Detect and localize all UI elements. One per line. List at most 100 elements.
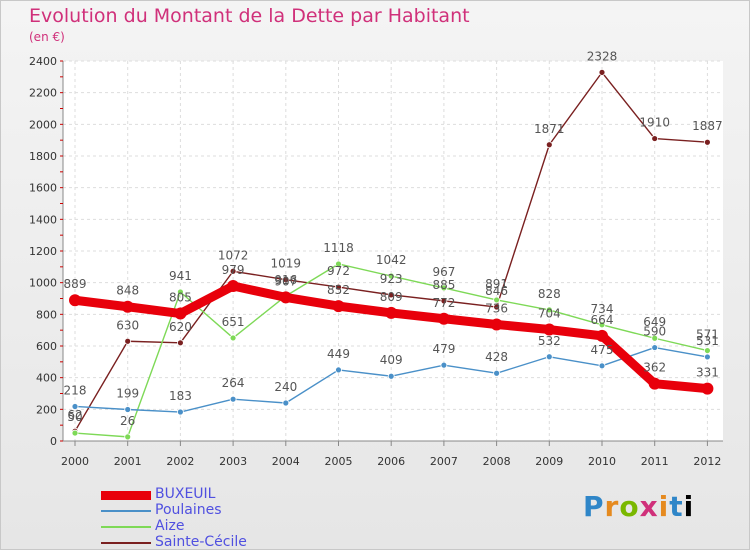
data-label: 409 <box>380 353 403 367</box>
data-point <box>282 276 290 284</box>
chart-title: Evolution du Montant de la Dette par Hab… <box>29 5 470 27</box>
data-point <box>387 272 395 280</box>
x-tick-label: 2008 <box>483 455 511 468</box>
data-point <box>332 300 345 313</box>
data-point <box>543 323 556 336</box>
data-label: 571 <box>696 328 719 342</box>
logo-letter: x <box>639 490 659 523</box>
data-point <box>701 382 714 395</box>
y-tick-label: 800 <box>36 308 57 321</box>
data-label: 848 <box>116 284 139 298</box>
data-label: 475 <box>591 343 614 357</box>
data-label: 704 <box>538 307 561 321</box>
data-point <box>387 372 395 380</box>
data-label: 941 <box>169 269 192 283</box>
legend-label-poulaines: Poulaines <box>155 502 222 518</box>
data-label: 979 <box>222 263 245 277</box>
y-tick-label: 2400 <box>29 55 57 68</box>
logo-letter: o <box>619 490 640 523</box>
y-tick-label: 2000 <box>29 118 57 131</box>
x-tick-label: 2012 <box>693 455 721 468</box>
y-tick-label: 2200 <box>29 87 57 100</box>
data-point <box>493 369 501 377</box>
data-point <box>174 307 187 320</box>
legend-swatch-buxeuil <box>101 491 151 500</box>
y-tick-label: 0 <box>50 435 57 448</box>
data-point <box>124 406 132 413</box>
y-tick-label: 1400 <box>29 213 57 226</box>
y-tick-label: 200 <box>36 403 57 416</box>
data-point <box>648 377 661 390</box>
legend-swatch-poulaines <box>101 510 151 512</box>
data-point <box>704 138 711 146</box>
data-label: 972 <box>327 264 350 278</box>
data-label: 889 <box>64 277 87 291</box>
x-tick-label: 2002 <box>166 455 194 468</box>
data-label: 620 <box>169 320 192 334</box>
x-tick-label: 2011 <box>641 455 669 468</box>
unit-label: (en €) <box>29 30 65 44</box>
data-point <box>229 395 237 403</box>
data-point <box>71 429 79 437</box>
data-point <box>545 141 553 149</box>
data-label: 428 <box>485 350 508 364</box>
data-point <box>282 399 290 407</box>
data-label: 923 <box>380 272 403 286</box>
data-label: 532 <box>538 334 561 348</box>
data-label: 1871 <box>534 122 565 136</box>
data-label: 885 <box>432 278 455 292</box>
data-label: 630 <box>116 318 139 332</box>
data-point <box>335 283 342 291</box>
data-point <box>490 318 503 331</box>
data-label: 1887 <box>692 119 723 133</box>
data-label: 2328 <box>587 49 618 63</box>
data-point <box>598 69 606 76</box>
data-label: 218 <box>64 383 87 397</box>
data-label: 26 <box>120 414 135 428</box>
data-label: 1910 <box>639 116 670 130</box>
y-tick-label: 400 <box>36 372 57 385</box>
data-label: 852 <box>327 283 350 297</box>
data-point <box>387 291 395 299</box>
data-label: 828 <box>538 287 561 301</box>
x-tick-label: 2001 <box>114 455 142 468</box>
legend-label-aize: Aize <box>155 518 185 534</box>
data-point <box>69 294 81 307</box>
data-label: 50 <box>67 410 82 424</box>
data-point <box>124 337 132 345</box>
data-point <box>124 433 132 441</box>
data-point <box>598 362 606 370</box>
logo-letter: t <box>669 490 684 523</box>
data-point <box>440 284 448 292</box>
data-label: 479 <box>432 342 455 356</box>
data-label: 183 <box>169 389 192 403</box>
x-tick-label: 2003 <box>219 455 247 468</box>
data-point <box>71 403 79 410</box>
data-label: 651 <box>222 315 245 329</box>
data-point <box>176 408 184 416</box>
y-tick-label: 1800 <box>29 150 57 163</box>
data-label: 846 <box>485 284 508 298</box>
logo-letter: i <box>658 490 670 523</box>
legend-swatch-sainte-cecile <box>101 542 151 544</box>
data-point <box>651 334 659 342</box>
data-label: 649 <box>643 315 666 329</box>
data-label: 664 <box>591 313 614 327</box>
data-label: 809 <box>380 290 403 304</box>
data-point <box>279 291 292 304</box>
y-tick-label: 1600 <box>29 182 57 195</box>
data-point <box>335 366 342 374</box>
data-label: 331 <box>696 366 719 380</box>
data-label: 362 <box>643 361 666 375</box>
x-tick-label: 2005 <box>325 455 353 468</box>
data-label: 734 <box>591 302 614 316</box>
data-point <box>176 288 184 296</box>
data-point <box>545 353 553 361</box>
x-tick-label: 2009 <box>535 455 563 468</box>
data-point <box>651 135 659 142</box>
data-point <box>704 353 711 361</box>
data-label: 907 <box>274 274 297 288</box>
data-point <box>493 303 501 311</box>
logo-letter: P <box>583 490 605 523</box>
data-label: 449 <box>327 347 350 361</box>
